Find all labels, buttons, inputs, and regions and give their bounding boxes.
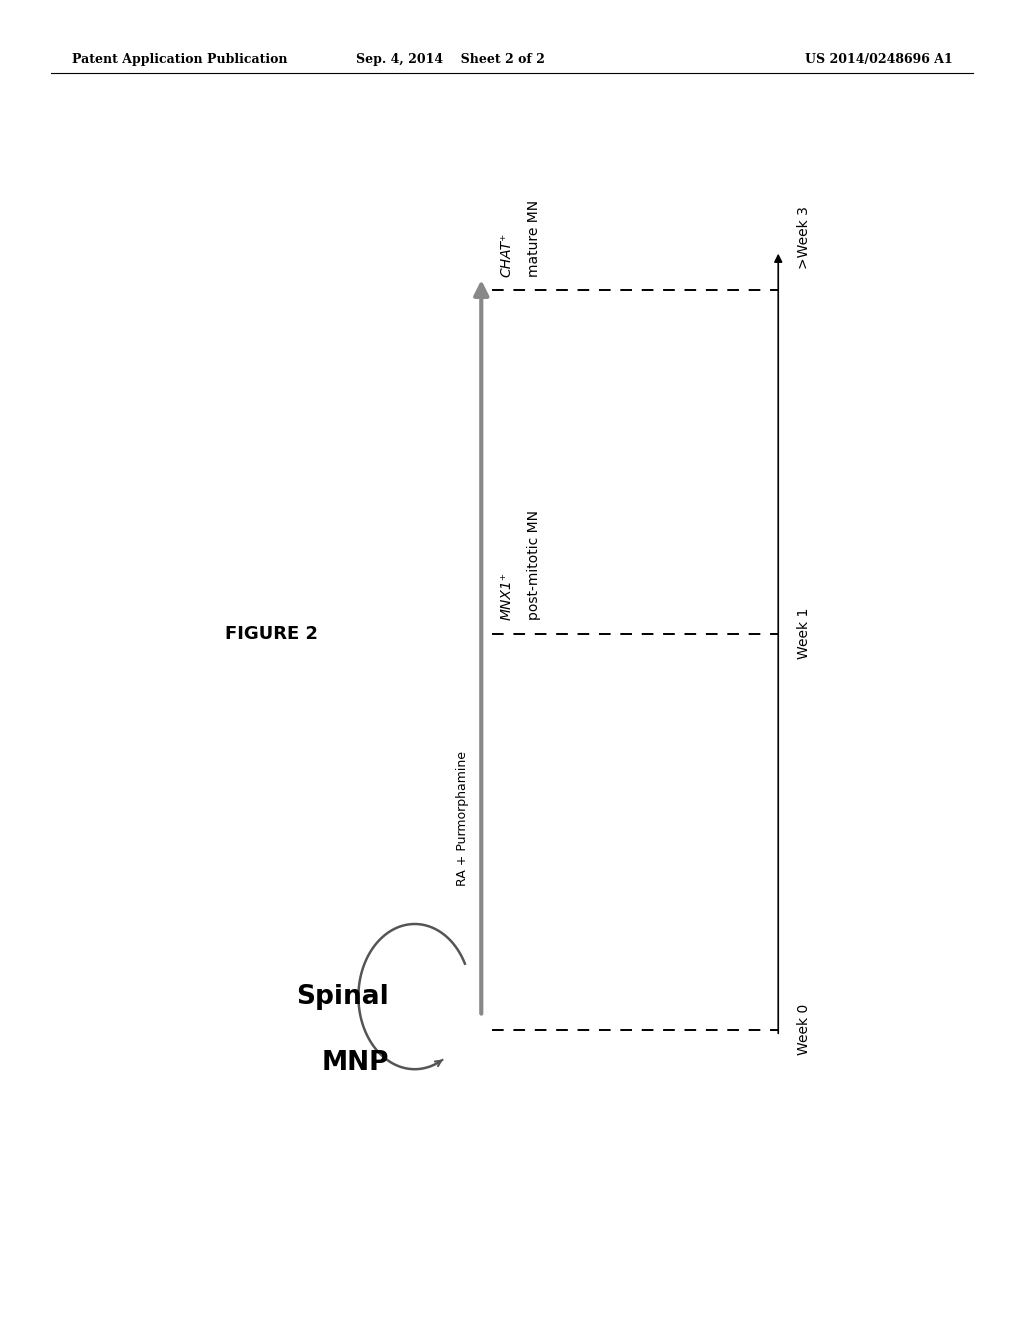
Text: Patent Application Publication: Patent Application Publication [72, 53, 287, 66]
Text: Sep. 4, 2014    Sheet 2 of 2: Sep. 4, 2014 Sheet 2 of 2 [356, 53, 545, 66]
Text: >Week 3: >Week 3 [797, 206, 811, 269]
Text: post-mitotic MN: post-mitotic MN [527, 511, 542, 620]
Text: CHAT⁺: CHAT⁺ [500, 232, 514, 277]
Text: Week 1: Week 1 [797, 609, 811, 659]
Text: US 2014/0248696 A1: US 2014/0248696 A1 [805, 53, 952, 66]
Text: RA + Purmorphamine: RA + Purmorphamine [456, 751, 469, 886]
Text: Week 0: Week 0 [797, 1005, 811, 1055]
Text: mature MN: mature MN [527, 201, 542, 277]
Text: MNX1⁺: MNX1⁺ [500, 573, 514, 620]
Text: MNP: MNP [322, 1049, 389, 1076]
Text: FIGURE 2: FIGURE 2 [225, 624, 318, 643]
Text: Spinal: Spinal [296, 983, 389, 1010]
